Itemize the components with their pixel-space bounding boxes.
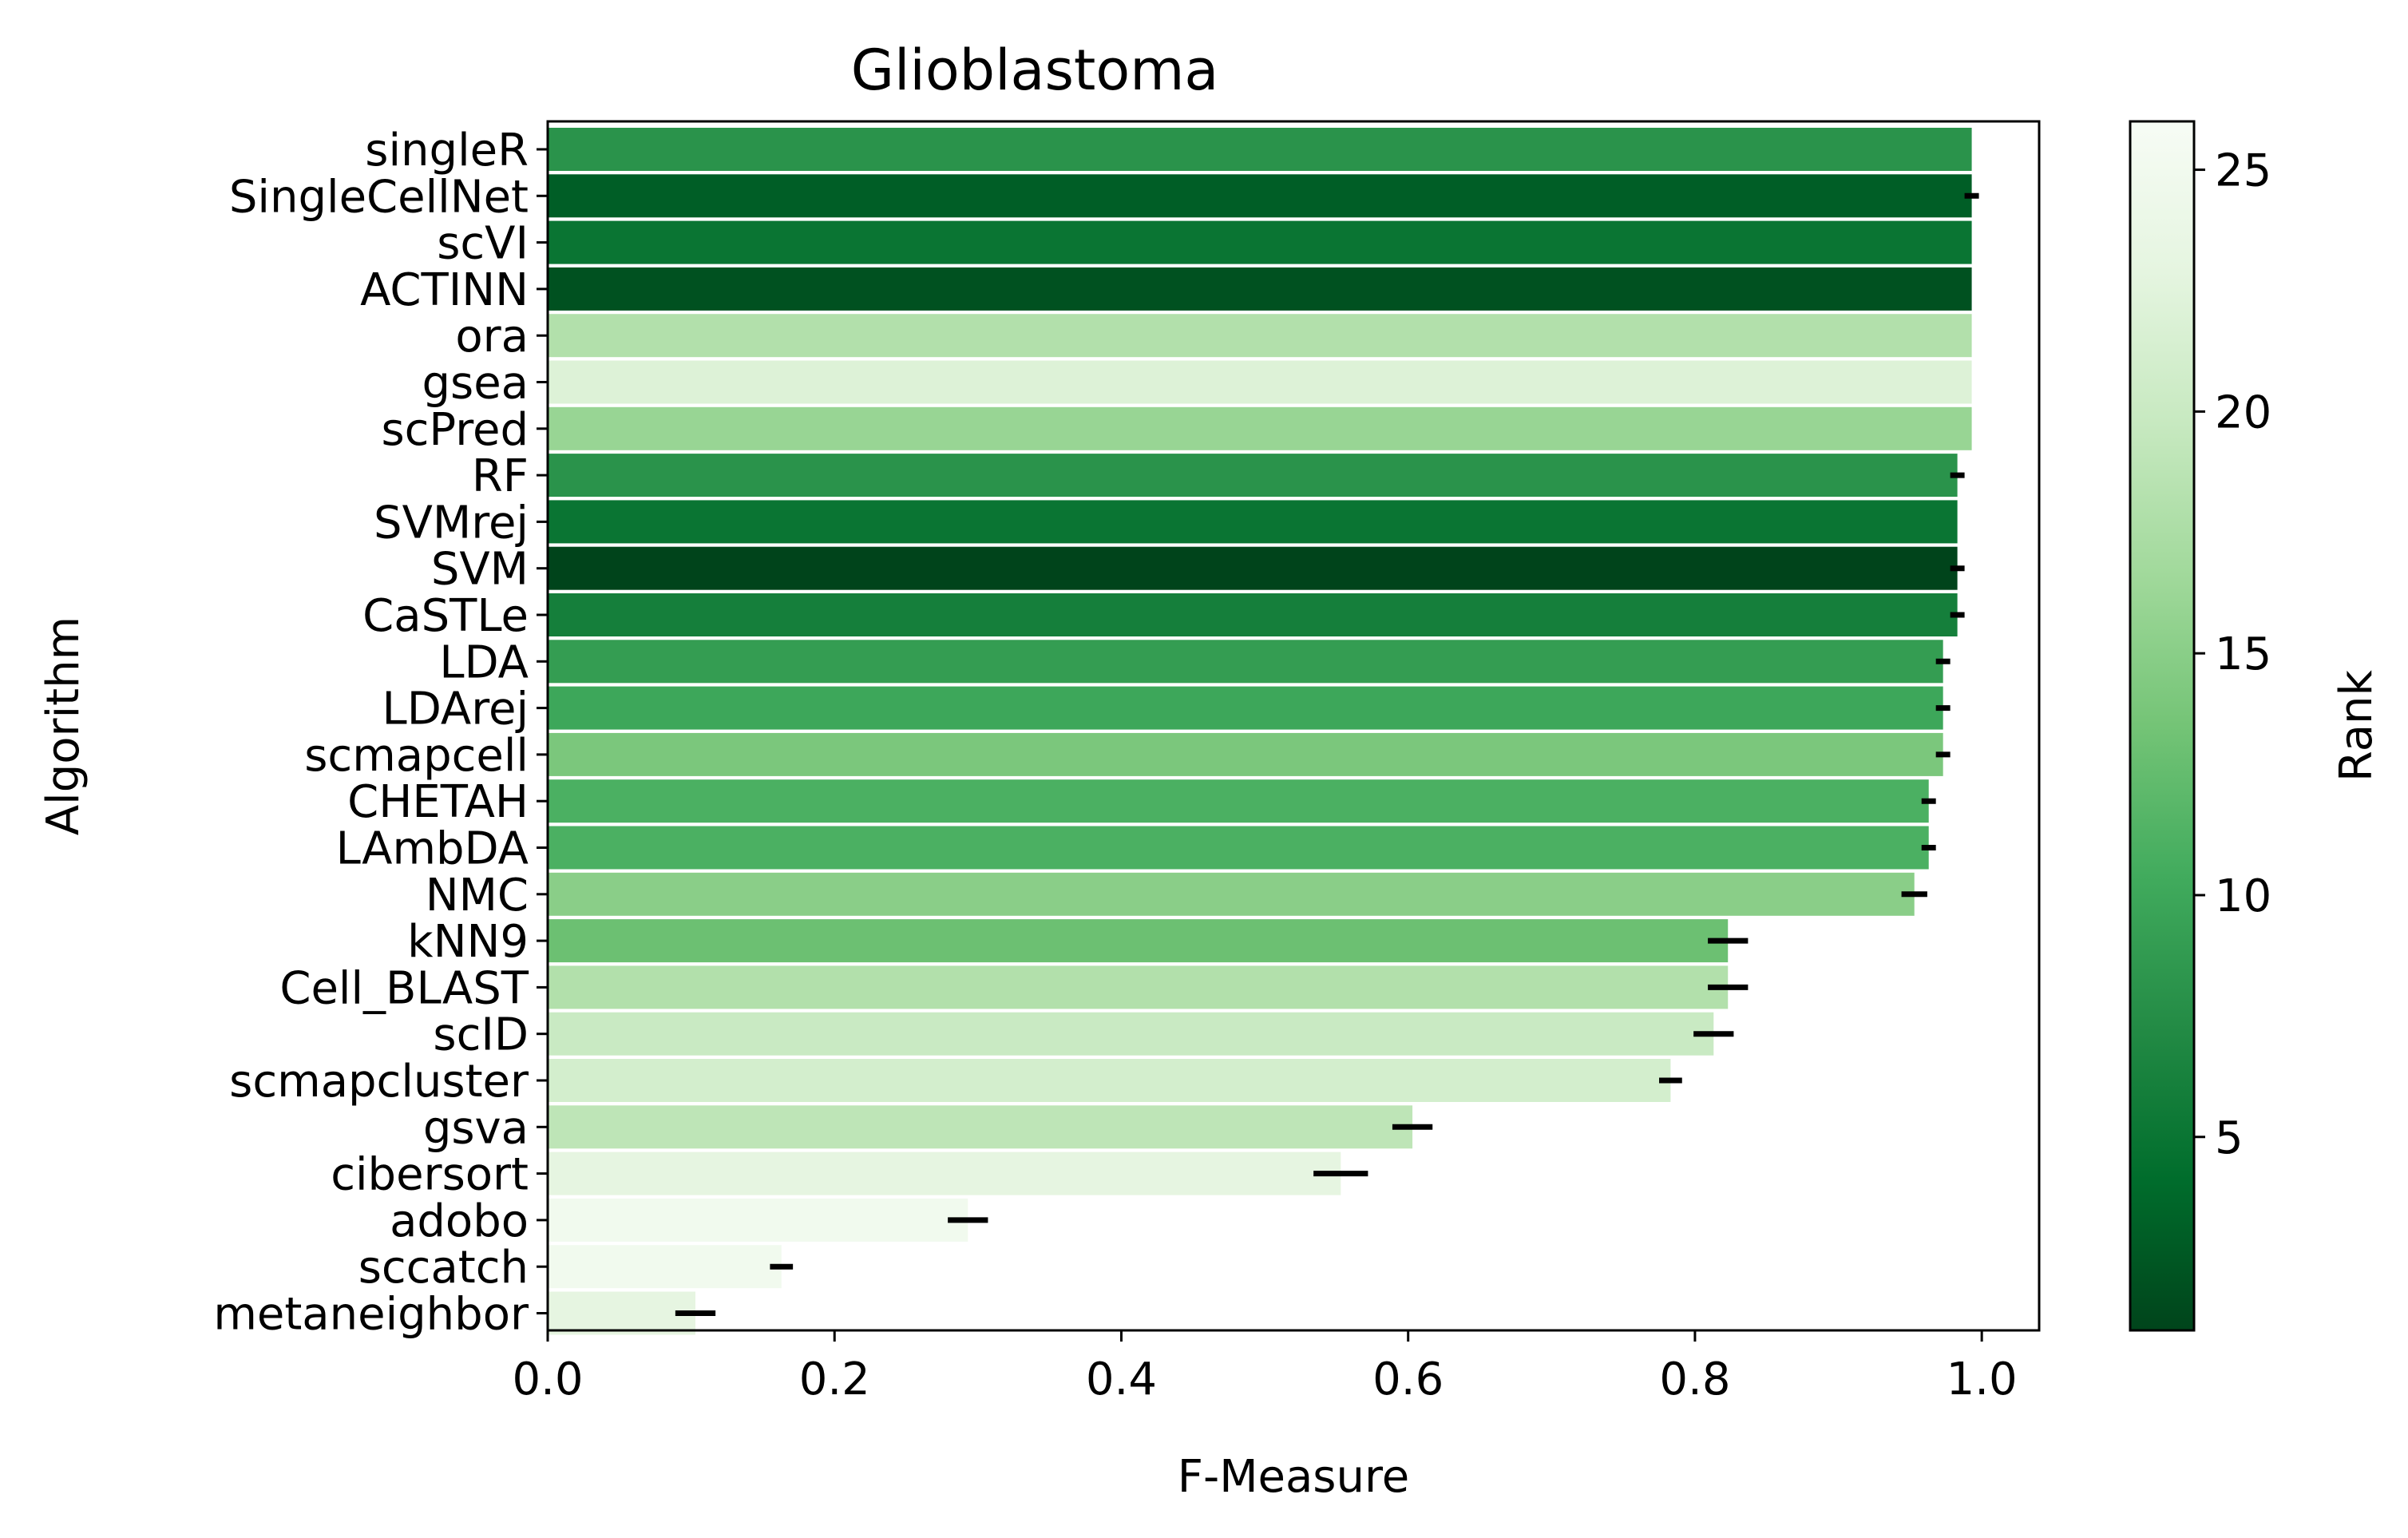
bar-CaSTLe bbox=[548, 593, 1958, 636]
category-labels: singleRSingleCellNetscVIACTINNoragseascP… bbox=[213, 125, 548, 1341]
x-tick-label: 0.0 bbox=[512, 1354, 583, 1405]
colorbar-tick-label: 15 bbox=[2215, 628, 2271, 680]
bar-LDArej bbox=[548, 686, 1943, 730]
category-label: kNN9 bbox=[407, 916, 529, 968]
bar-Cell_BLAST bbox=[548, 965, 1729, 1009]
category-label: LDA bbox=[439, 636, 529, 688]
category-label: Cell_BLAST bbox=[279, 962, 529, 1014]
bars bbox=[548, 128, 1972, 1335]
bar-scVI bbox=[548, 220, 1972, 264]
colorbar-label: Rank bbox=[2331, 669, 2382, 781]
category-label: LDArej bbox=[382, 684, 529, 735]
bar-SVMrej bbox=[548, 500, 1958, 544]
category-label: gsva bbox=[423, 1102, 529, 1154]
bar-adobo bbox=[548, 1198, 968, 1242]
colorbar-tick-label: 20 bbox=[2215, 386, 2271, 438]
category-label: SingleCellNet bbox=[229, 171, 529, 223]
colorbar-tick-label: 10 bbox=[2215, 870, 2271, 922]
category-label: gsea bbox=[422, 358, 529, 410]
plot-frame bbox=[546, 120, 2041, 1332]
category-label: ACTINN bbox=[360, 264, 529, 316]
colorbar: 5 10 15 20 25 Rank bbox=[2129, 120, 2382, 1332]
bar-SingleCellNet bbox=[548, 174, 1972, 218]
bar-kNN9 bbox=[548, 919, 1729, 963]
bar-metaneighbor bbox=[548, 1291, 696, 1335]
colorbar-tick-label: 25 bbox=[2215, 145, 2271, 197]
bar-ACTINN bbox=[548, 267, 1972, 311]
category-label: LAmbDA bbox=[336, 823, 529, 875]
y-axis-label: Algorithm bbox=[38, 616, 89, 835]
category-label: CaSTLe bbox=[362, 590, 529, 642]
x-tick-label: 1.0 bbox=[1947, 1354, 2018, 1405]
bar-LAmbDA bbox=[548, 826, 1929, 870]
category-label: SVMrej bbox=[374, 497, 529, 549]
bar-LDA bbox=[548, 640, 1943, 684]
colorbar-tick-label: 5 bbox=[2215, 1112, 2244, 1164]
bar-CHETAH bbox=[548, 779, 1929, 823]
colorbar-ticks: 5 10 15 20 25 bbox=[2194, 145, 2271, 1164]
category-label: scID bbox=[433, 1009, 529, 1061]
bar-ora bbox=[548, 314, 1972, 358]
x-axis-ticks: 0.0 0.2 0.4 0.6 0.8 1.0 bbox=[512, 1330, 2018, 1405]
bar-SVM bbox=[548, 546, 1958, 590]
bar-scPred bbox=[548, 406, 1972, 450]
bar-scID bbox=[548, 1012, 1714, 1056]
category-label: RF bbox=[472, 450, 529, 502]
bar-gsva bbox=[548, 1105, 1413, 1149]
category-label: sccatch bbox=[358, 1242, 529, 1294]
category-label: singleR bbox=[365, 125, 529, 176]
category-label: scmapcell bbox=[304, 730, 529, 782]
category-label: metaneighbor bbox=[213, 1289, 529, 1341]
colorbar-gradient bbox=[2129, 120, 2196, 1332]
bar-scmapcluster bbox=[548, 1059, 1671, 1102]
error-bars bbox=[675, 192, 1979, 1316]
category-label: scVI bbox=[437, 218, 529, 270]
x-tick-label: 0.6 bbox=[1372, 1354, 1444, 1405]
category-label: scmapcluster bbox=[229, 1056, 529, 1108]
category-label: adobo bbox=[390, 1195, 529, 1247]
category-label: ora bbox=[455, 311, 529, 363]
x-tick-label: 0.8 bbox=[1659, 1354, 1730, 1405]
x-tick-label: 0.4 bbox=[1086, 1354, 1157, 1405]
chart-title: Glioblastoma bbox=[851, 38, 1219, 103]
category-label: SVM bbox=[431, 544, 529, 596]
bar-scmapcell bbox=[548, 732, 1943, 776]
x-axis-label: F-Measure bbox=[1178, 1451, 1409, 1503]
bar-singleR bbox=[548, 128, 1972, 171]
bar-RF bbox=[548, 454, 1958, 497]
category-label: CHETAH bbox=[347, 776, 529, 828]
bar-cibersort bbox=[548, 1152, 1341, 1195]
x-tick-label: 0.2 bbox=[799, 1354, 870, 1405]
category-label: cibersort bbox=[331, 1149, 529, 1201]
category-label: scPred bbox=[381, 404, 529, 456]
category-label: NMC bbox=[426, 870, 529, 922]
bar-gsea bbox=[548, 360, 1972, 404]
bar-NMC bbox=[548, 872, 1915, 916]
bar-sccatch bbox=[548, 1245, 782, 1289]
